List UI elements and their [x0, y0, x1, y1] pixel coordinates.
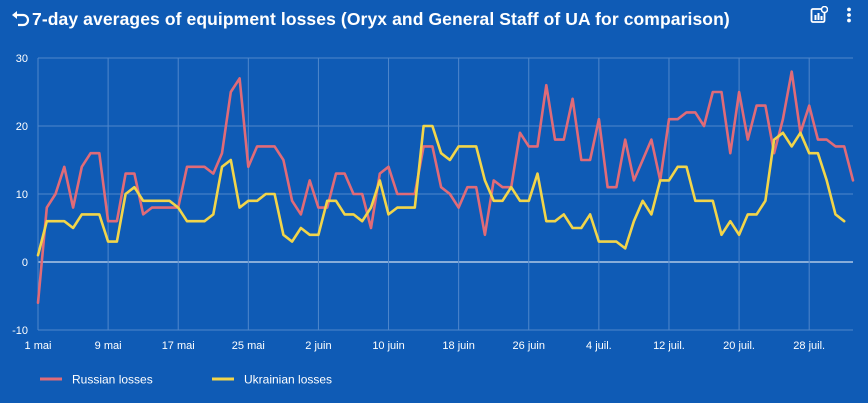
legend-label: Russian losses [72, 373, 153, 387]
chart-options-icon[interactable] [810, 5, 829, 24]
chart-title: 7-day averages of equipment losses (Oryx… [32, 8, 730, 29]
undo-arrow-icon[interactable] [10, 9, 30, 29]
chart-header: 7-day averages of equipment losses (Oryx… [10, 6, 730, 32]
x-tick-label: 10 juin [372, 340, 404, 352]
y-tick-label: 30 [16, 53, 28, 65]
x-tick-label: 26 juin [513, 340, 545, 352]
y-tick-label: 10 [16, 189, 28, 201]
legend-label: Ukrainian losses [244, 373, 332, 387]
y-tick-label: 20 [16, 121, 28, 133]
y-tick-label: 0 [22, 257, 28, 269]
x-tick-label: 17 mai [162, 340, 195, 352]
x-tick-label: 4 juil. [586, 340, 612, 352]
more-vert-icon[interactable] [840, 6, 858, 24]
series-line-russian [36, 70, 855, 305]
x-tick-label: 25 mai [232, 340, 265, 352]
x-tick-label: 20 juil. [723, 340, 755, 352]
x-tick-label: 18 juin [442, 340, 474, 352]
chart-actions [810, 5, 858, 24]
x-tick-label: 9 mai [95, 340, 122, 352]
y-tick-label: -10 [12, 325, 28, 337]
x-tick-label: 28 juil. [793, 340, 825, 352]
x-tick-label: 12 juil. [653, 340, 685, 352]
series-line-ukrainian [36, 124, 846, 257]
x-tick-label: 1 mai [25, 340, 52, 352]
x-tick-label: 2 juin [305, 340, 331, 352]
